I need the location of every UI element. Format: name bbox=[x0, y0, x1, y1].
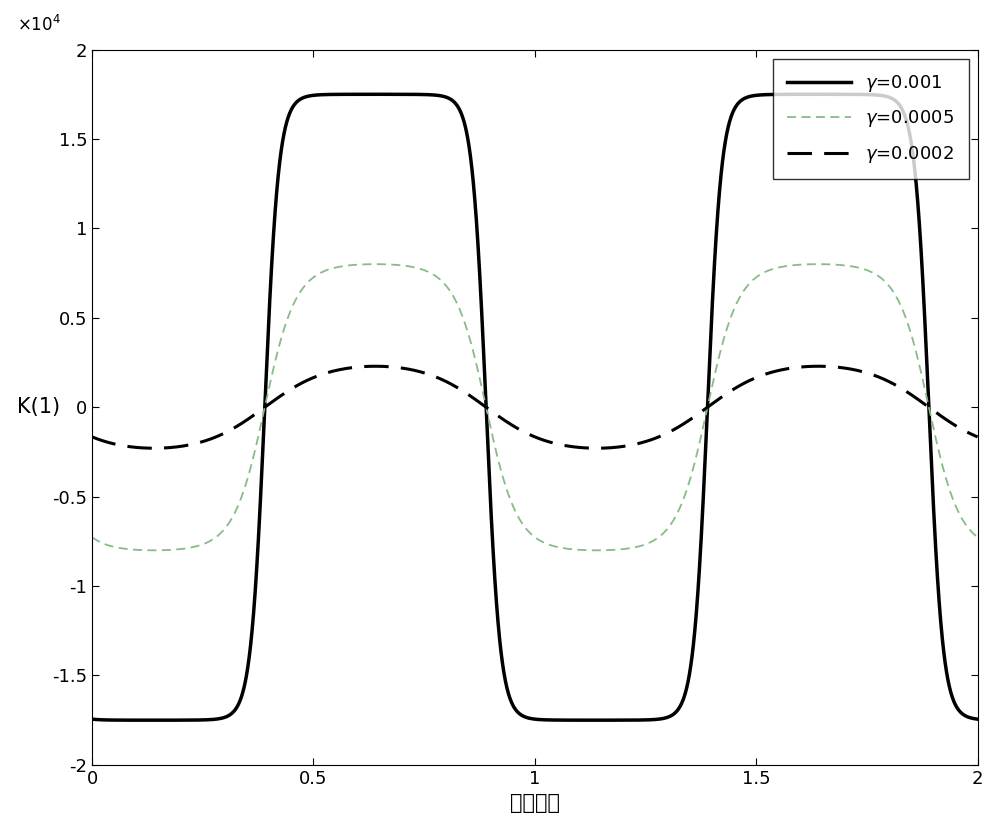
$\gamma$=0.001 bbox=[814, 90, 826, 100]
$\gamma$=0.0002 bbox=[972, 432, 984, 442]
$\gamma$=0.001 bbox=[247, 613, 259, 623]
$\gamma$=0.001 bbox=[617, 715, 629, 725]
Line: $\gamma$=0.001: $\gamma$=0.001 bbox=[92, 95, 978, 720]
$\gamma$=0.0002 bbox=[814, 361, 826, 371]
$\gamma$=0.0002 bbox=[662, 427, 674, 437]
$\gamma$=0.001 bbox=[425, 90, 437, 100]
$\gamma$=0.0002 bbox=[812, 361, 824, 371]
$\gamma$=0.001 bbox=[972, 714, 984, 724]
Line: $\gamma$=0.0005: $\gamma$=0.0005 bbox=[92, 264, 978, 550]
$\gamma$=0.0005 bbox=[247, 453, 259, 463]
$\gamma$=0.0005 bbox=[617, 544, 629, 554]
$\gamma$=0.0002 bbox=[425, 370, 437, 380]
$\gamma$=0.0002 bbox=[247, 411, 259, 421]
$\gamma$=0.0002 bbox=[148, 443, 160, 453]
Text: $\times 10^4$: $\times 10^4$ bbox=[17, 15, 61, 35]
$\gamma$=0.001 bbox=[86, 714, 98, 724]
$\gamma$=0.0005 bbox=[747, 275, 759, 285]
$\gamma$=0.0002 bbox=[747, 374, 759, 384]
Line: $\gamma$=0.0002: $\gamma$=0.0002 bbox=[92, 366, 978, 448]
$\gamma$=0.0005 bbox=[425, 268, 437, 278]
$\gamma$=0.0005 bbox=[662, 523, 674, 533]
$\gamma$=0.001 bbox=[662, 712, 674, 722]
$\gamma$=0.0005 bbox=[972, 532, 984, 542]
$\gamma$=0.001 bbox=[148, 715, 160, 725]
$\gamma$=0.0002 bbox=[86, 432, 98, 442]
$\gamma$=0.0002 bbox=[617, 442, 629, 452]
$\gamma$=0.0005 bbox=[148, 545, 160, 555]
$\gamma$=0.0005 bbox=[814, 259, 826, 269]
X-axis label: 轨道根数: 轨道根数 bbox=[510, 793, 560, 813]
$\gamma$=0.0005 bbox=[86, 532, 98, 542]
Legend: $\gamma$=0.001, $\gamma$=0.0005, $\gamma$=0.0002: $\gamma$=0.001, $\gamma$=0.0005, $\gamma… bbox=[773, 59, 969, 179]
$\gamma$=0.001 bbox=[747, 90, 759, 100]
Y-axis label: K(1): K(1) bbox=[17, 398, 60, 417]
$\gamma$=0.0005 bbox=[812, 259, 824, 269]
$\gamma$=0.001 bbox=[812, 90, 824, 100]
